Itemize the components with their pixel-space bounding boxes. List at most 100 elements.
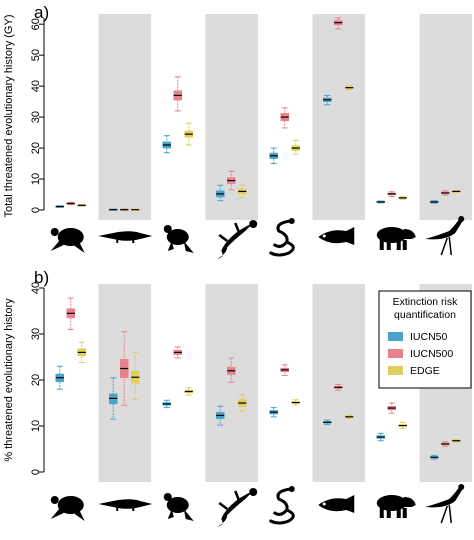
row-a-crocodile-leg-rear bbox=[132, 238, 135, 243]
row-b-fish-body bbox=[318, 495, 355, 513]
row-a-turtle-front-flipper bbox=[50, 239, 64, 251]
row-a-frog-body bbox=[166, 229, 189, 245]
panel-b-y-tick-label-1: 10 bbox=[30, 420, 42, 432]
panel-b-shade-column-5 bbox=[312, 284, 365, 482]
panel-b-y-tick-label-2: 20 bbox=[30, 374, 42, 386]
panel-b-y-axis-label: % threatened evolutionary history bbox=[3, 298, 15, 462]
row-b-snake-icon bbox=[269, 486, 295, 525]
legend-title-line1: Extinction risk bbox=[393, 296, 459, 308]
row-a-snake-body bbox=[269, 219, 295, 257]
row-b-salamander-legs bbox=[218, 490, 241, 510]
panel-a-y-axis-label: Total threatened evolutionary history (G… bbox=[3, 15, 15, 218]
row-a-bird-legs bbox=[440, 236, 452, 256]
panel-a-y-tick-label-0: 0 bbox=[30, 207, 42, 213]
row-a-tapir-head bbox=[403, 229, 416, 239]
row-b-tapir-leg-1 bbox=[379, 508, 384, 518]
row-b-snake-body bbox=[269, 487, 295, 525]
panel-a-shading bbox=[98, 14, 472, 220]
row-a-salamander-body bbox=[217, 223, 254, 259]
legend-swatch-edge bbox=[388, 366, 403, 375]
row-b-bird-legs bbox=[440, 504, 452, 524]
row-a-tapir-leg-1 bbox=[379, 240, 384, 250]
row-a-crocodile-leg-front bbox=[116, 238, 119, 243]
legend-swatch-iucn50 bbox=[388, 332, 403, 341]
row-a-bird-head bbox=[458, 216, 465, 222]
row-a-turtle-rear-flipper bbox=[74, 241, 85, 253]
row-a-bird-body bbox=[425, 219, 464, 240]
row-b-turtle-head bbox=[50, 496, 59, 504]
panel-a-y-tick-label-1: 10 bbox=[30, 173, 42, 185]
panel-b-boxes bbox=[55, 297, 461, 460]
panel-a-y-tick-label-3: 30 bbox=[30, 111, 42, 123]
row-b-crocodile-body bbox=[98, 499, 153, 509]
row-b-frog-front-leg bbox=[167, 509, 174, 519]
row-a-frog-head bbox=[163, 225, 172, 233]
row-b-bird-body bbox=[425, 487, 464, 508]
row-b-frog-head bbox=[163, 493, 172, 501]
panel-a-y-tick-label-6: 60 bbox=[30, 18, 42, 30]
row-b-tapir-leg-2 bbox=[386, 508, 391, 518]
row-a-frog-icon bbox=[163, 225, 194, 253]
panel-b-y-ticks: 0 10 20 30 40 bbox=[30, 282, 44, 475]
row-a-secretary-bird-icon bbox=[425, 216, 465, 256]
panel-a-y-tick-label-5: 50 bbox=[30, 49, 42, 61]
row-a-tapir-body bbox=[376, 227, 407, 243]
row-b-bird-head bbox=[458, 484, 465, 490]
legend-label-edge: EDGE bbox=[410, 365, 440, 377]
panel-a-label: a) bbox=[34, 3, 49, 22]
panel-b-y-tick-label-3: 30 bbox=[30, 328, 42, 340]
row-a-salamander-icon bbox=[217, 220, 258, 259]
legend-swatch-iucn500 bbox=[388, 349, 403, 358]
panel-a-shade-column-7 bbox=[419, 14, 472, 220]
row-b-fish-eye bbox=[322, 502, 326, 506]
row-b-frog-body bbox=[166, 497, 189, 513]
row-b-salamander-icon bbox=[217, 488, 258, 527]
panel-a-y-tick-label-2: 20 bbox=[30, 142, 42, 154]
row-b-frog-hind-leg bbox=[183, 509, 194, 521]
panel-a-y-ticks: 0 10 20 30 40 50 60 bbox=[30, 18, 44, 213]
panel-b-label: b) bbox=[34, 268, 49, 287]
row-b-tapir-body bbox=[376, 495, 407, 511]
row-b-tapir-icon bbox=[376, 495, 416, 518]
row-a-tapir-leg-2 bbox=[386, 240, 391, 250]
panel-a-shade-column-3 bbox=[205, 14, 258, 220]
row-b-salamander-body bbox=[217, 491, 254, 527]
row-a-crocodile-body bbox=[98, 231, 153, 241]
row-a-fish-eye bbox=[322, 234, 326, 238]
row-a-turtle-shell bbox=[57, 228, 84, 246]
row-a-frog-hind-leg bbox=[183, 241, 194, 253]
panel-b-y-tick-label-0: 0 bbox=[30, 469, 42, 475]
row-b-crocodile-leg-front bbox=[116, 506, 119, 511]
row-b-crocodile-icon bbox=[98, 499, 153, 511]
panel-b-shade-column-1 bbox=[98, 284, 151, 482]
panel-a-icons bbox=[50, 216, 465, 259]
row-b-turtle-rear-flipper bbox=[74, 509, 85, 521]
row-b-tapir-head bbox=[403, 497, 416, 507]
row-a-tapir-leg-3 bbox=[396, 240, 401, 250]
row-b-fish-icon bbox=[318, 495, 355, 513]
row-a-turtle-head bbox=[50, 228, 59, 236]
row-b-frog-icon bbox=[163, 493, 194, 521]
panel-a-y-tick-label-4: 40 bbox=[30, 80, 42, 92]
row-a-salamander-head bbox=[249, 220, 258, 228]
row-a-crocodile-icon bbox=[98, 231, 153, 243]
row-a-snake-head bbox=[288, 218, 295, 224]
panel-b-y-tick-label-4: 40 bbox=[30, 282, 42, 294]
panel-b-icons bbox=[50, 484, 465, 527]
row-a-turtle-icon bbox=[50, 228, 85, 253]
row-a-tapir-leg-4 bbox=[402, 240, 407, 250]
row-b-tapir-leg-3 bbox=[396, 508, 401, 518]
row-a-salamander-legs bbox=[218, 222, 241, 242]
row-a-frog-front-leg bbox=[167, 241, 174, 251]
panel-a: 0 10 20 30 40 50 60 a) Total threatened evolut… bbox=[3, 3, 472, 220]
row-b-turtle-front-flipper bbox=[50, 507, 64, 519]
panel-a-boxes bbox=[55, 17, 461, 211]
legend-label-iucn50: IUCN50 bbox=[410, 331, 448, 343]
row-b-turtle-shell bbox=[57, 496, 84, 514]
row-a-tapir-icon bbox=[376, 227, 416, 250]
row-a-fish-body bbox=[318, 227, 355, 245]
row-b-crocodile-leg-rear bbox=[132, 506, 135, 511]
panel-a-shade-column-5 bbox=[312, 14, 365, 220]
row-b-snake-head bbox=[288, 486, 295, 492]
